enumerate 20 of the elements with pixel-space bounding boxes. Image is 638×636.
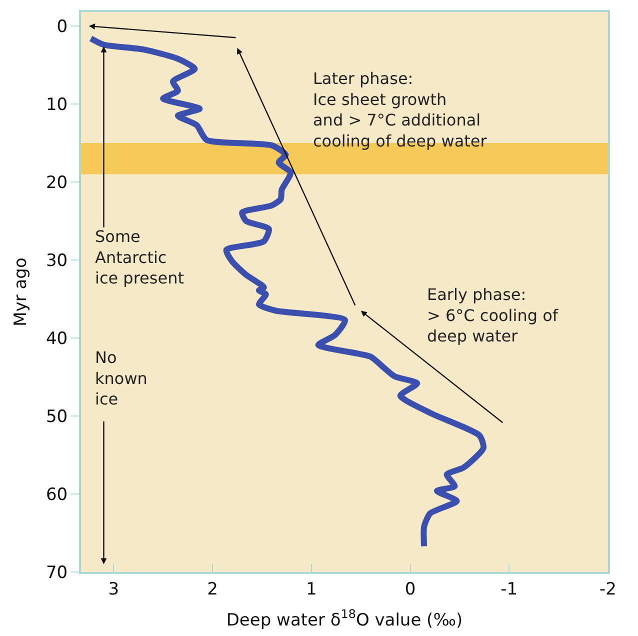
- annotation: Early phase: > 6°C cooling of deep water: [427, 285, 558, 346]
- annotation: No known ice: [95, 348, 148, 409]
- y-tick-label: 60: [46, 484, 68, 505]
- x-axis-title: Deep water δ$^{18}$O value (‰): [226, 607, 463, 630]
- y-tick-label: 20: [46, 172, 68, 193]
- y-tick-label: 0: [56, 16, 68, 37]
- x-tick-label: -1: [500, 579, 518, 600]
- x-tick-label: 3: [108, 579, 120, 600]
- y-tick-label: 50: [46, 406, 68, 427]
- x-tick-label: 2: [207, 579, 218, 600]
- annotation: Some Antarctic ice present: [95, 227, 184, 288]
- y-axis-title: Myr ago: [11, 258, 32, 326]
- x-tick-label: -2: [600, 579, 616, 600]
- x-tick-label: 1: [306, 579, 317, 600]
- y-tick-label: 70: [46, 562, 68, 583]
- x-tick-label: 0: [404, 579, 416, 600]
- y-tick-label: 40: [46, 328, 68, 349]
- annotation: Later phase: Ice sheet growth and > 7°C additional cooling of deep water: [313, 69, 488, 150]
- y-tick-label: 10: [46, 94, 68, 115]
- y-tick-label: 30: [46, 250, 68, 271]
